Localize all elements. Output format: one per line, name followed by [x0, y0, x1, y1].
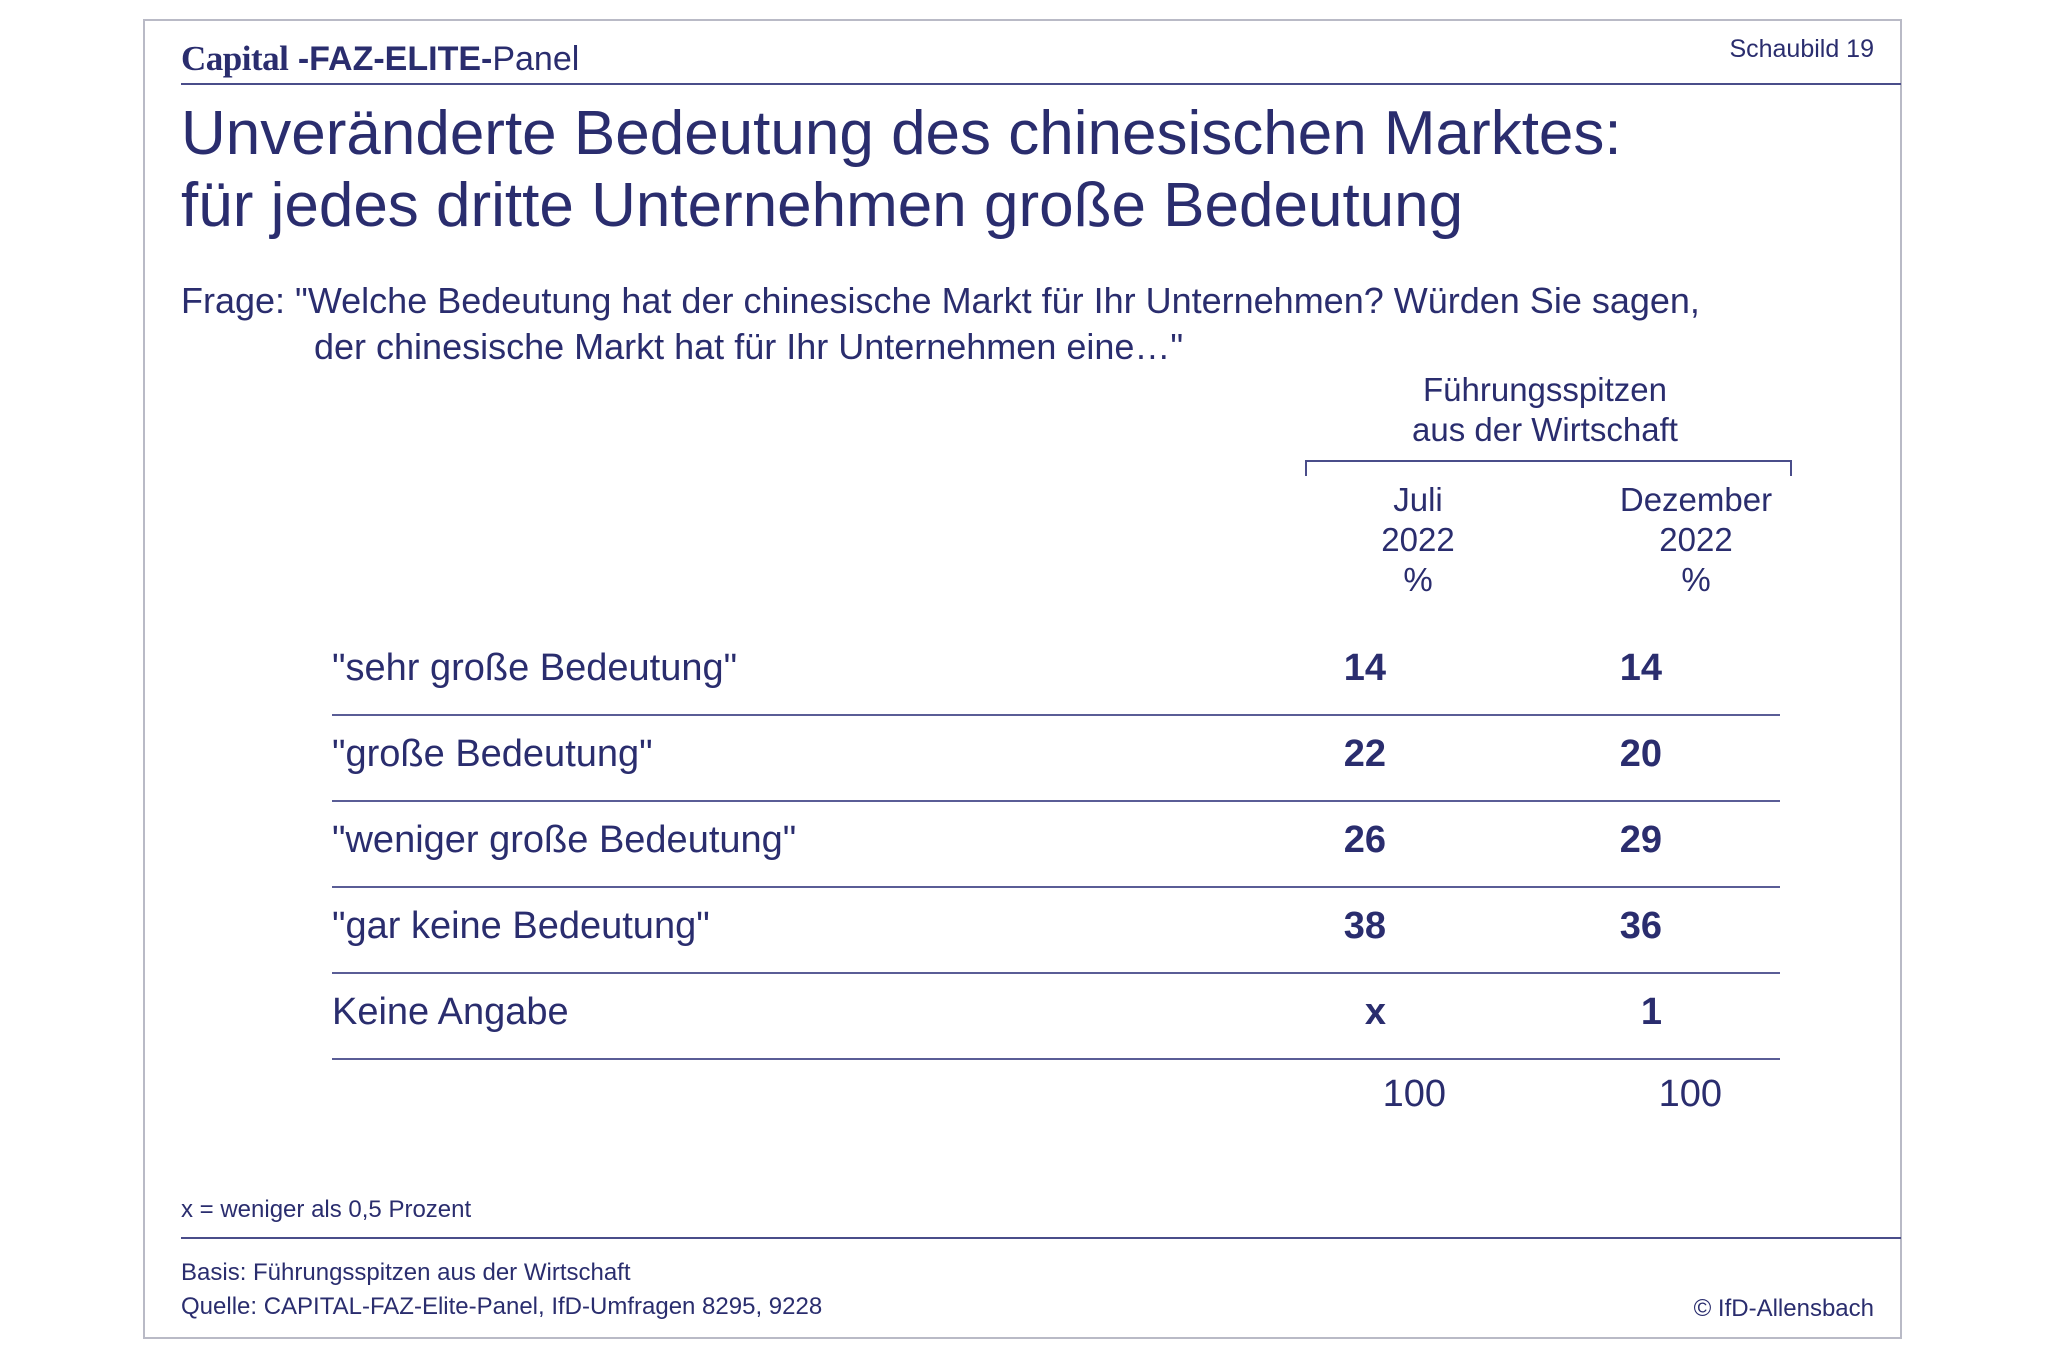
basis-note: Basis: Führungsspitzen aus der Wirtschaf… — [181, 1259, 631, 1286]
total-dezember: 100 — [1658, 1073, 1722, 1115]
cell-value-dezember: 1 — [1640, 991, 1662, 1033]
brand-logo: Capital -FAZ-ELITE-Panel — [181, 38, 579, 80]
cell-value-juli: 22 — [1343, 733, 1386, 775]
brand-faz-elite: -FAZ-ELITE- — [297, 40, 493, 78]
column-month: Juli — [1393, 481, 1443, 518]
title-line-2: für jedes dritte Unternehmen große Bedeu… — [181, 171, 1464, 240]
figure-number: Schaubild 19 — [1729, 35, 1874, 63]
table-row: "sehr große Bedeutung" 14 14 — [332, 630, 1780, 716]
survey-question: Frage: "Welche Bedeutung hat der chinesi… — [181, 278, 1881, 370]
figure-frame — [143, 19, 1902, 1339]
footnote: x = weniger als 0,5 Prozent — [181, 1196, 472, 1223]
cell-value-juli: 38 — [1343, 905, 1386, 947]
group-header: Führungsspitzen aus der Wirtschaft — [1300, 370, 1790, 450]
footer-divider — [181, 1237, 1901, 1239]
brand-panel: Panel — [492, 40, 580, 78]
row-label: Keine Angabe — [332, 991, 569, 1033]
page-title: Unveränderte Bedeutung des chinesischen … — [181, 98, 1881, 242]
cell-value-dezember: 14 — [1619, 647, 1662, 689]
cell-value-dezember: 20 — [1619, 733, 1662, 775]
copyright: © IfD-Allensbach — [1693, 1295, 1874, 1322]
brand-capital: Capital — [181, 39, 289, 78]
column-header-dezember: Dezember 2022 % — [1576, 480, 1816, 600]
question-line-2: der chinesische Markt hat für Ihr Untern… — [314, 326, 1184, 367]
cell-value-dezember: 29 — [1619, 819, 1662, 861]
row-label: "sehr große Bedeutung" — [332, 647, 738, 689]
cell-value-juli: 14 — [1343, 647, 1386, 689]
title-line-1: Unveränderte Bedeutung des chinesischen … — [181, 99, 1622, 168]
group-header-line-2: aus der Wirtschaft — [1412, 411, 1678, 448]
row-label: "gar keine Bedeutung" — [332, 905, 710, 947]
table-row: "weniger große Bedeutung" 26 29 — [332, 802, 1780, 888]
column-header-juli: Juli 2022 % — [1298, 480, 1538, 600]
row-label: "weniger große Bedeutung" — [332, 819, 797, 861]
group-header-line-1: Führungsspitzen — [1423, 371, 1667, 408]
row-label: "große Bedeutung" — [332, 733, 653, 775]
results-table: "sehr große Bedeutung" 14 14 "große Bede… — [332, 630, 1780, 1060]
column-month: Dezember — [1619, 481, 1773, 518]
table-row: Keine Angabe x 1 — [332, 974, 1780, 1060]
column-year: 2022 — [1659, 521, 1733, 558]
question-line-1: Frage: "Welche Bedeutung hat der chinesi… — [181, 280, 1700, 321]
column-unit: % — [1403, 561, 1433, 598]
total-juli: 100 — [1382, 1073, 1446, 1115]
table-row: "gar keine Bedeutung" 38 36 — [332, 888, 1780, 974]
table-row: "große Bedeutung" 22 20 — [332, 716, 1780, 802]
column-year: 2022 — [1381, 521, 1455, 558]
column-unit: % — [1681, 561, 1711, 598]
group-bracket — [1305, 460, 1792, 476]
source-note: Quelle: CAPITAL-FAZ-Elite-Panel, IfD-Umf… — [181, 1293, 823, 1320]
cell-value-dezember: 36 — [1619, 905, 1662, 947]
cell-value-juli: 26 — [1343, 819, 1386, 861]
cell-value-juli: x — [1364, 991, 1386, 1033]
header-divider — [181, 83, 1901, 85]
